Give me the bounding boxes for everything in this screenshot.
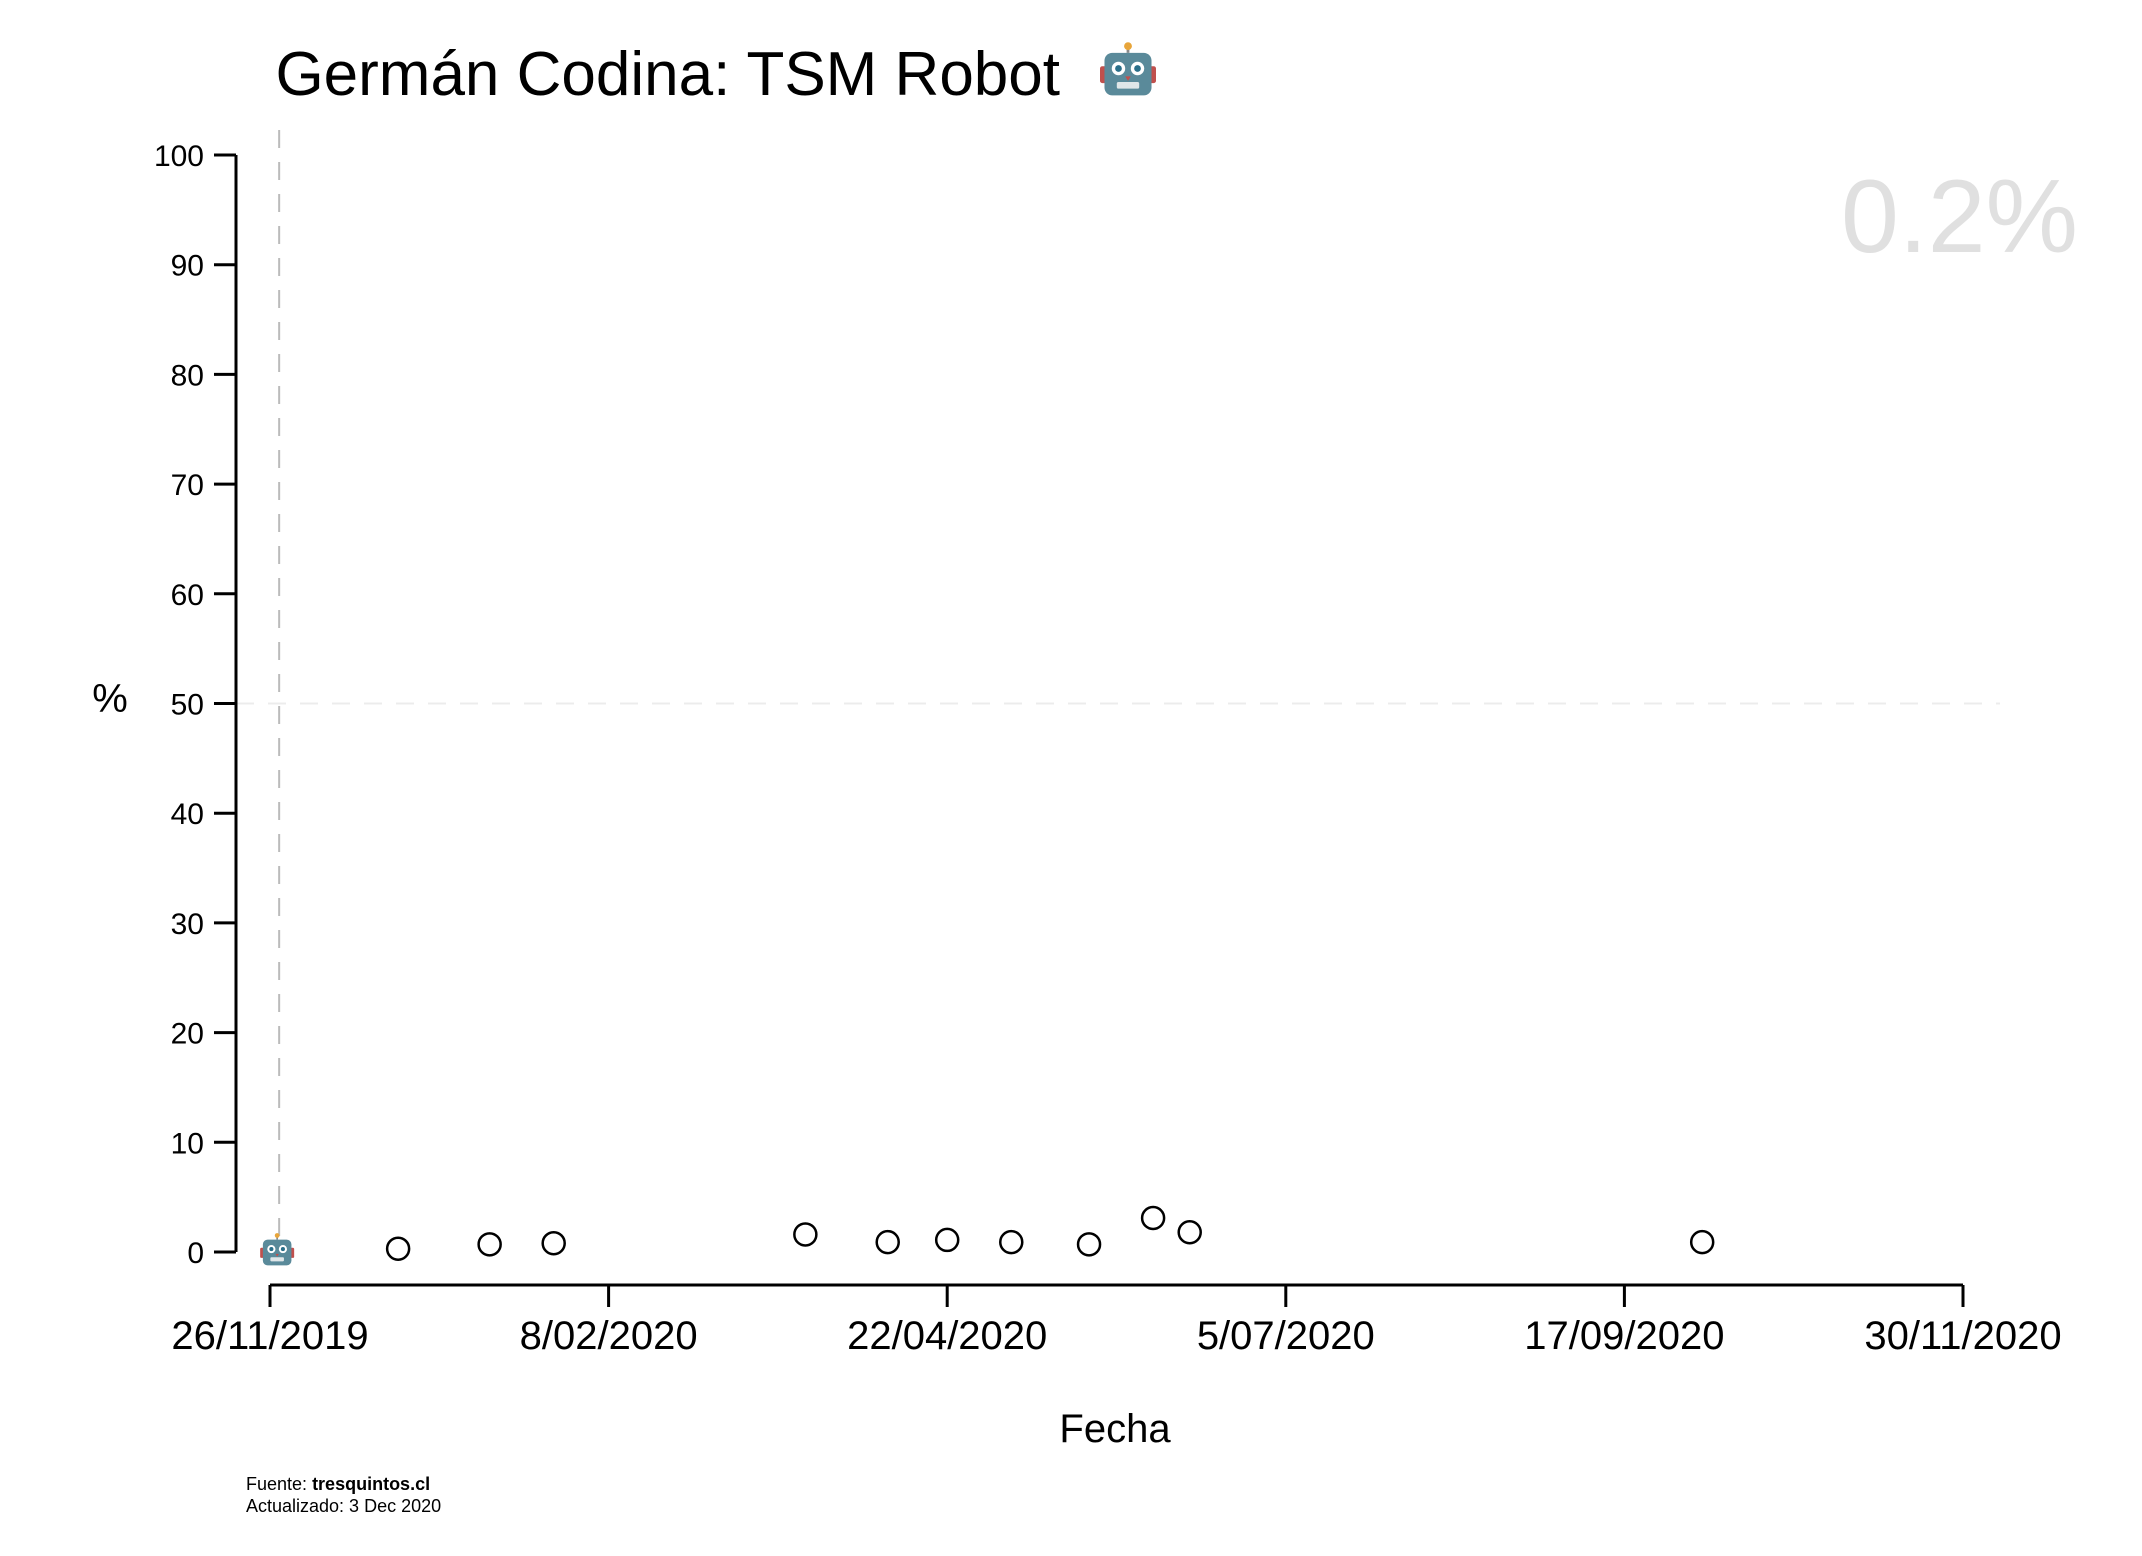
y-tick-label: 80 — [171, 359, 204, 392]
x-tick-label: 8/02/2020 — [520, 1314, 698, 1358]
data-point — [999, 1229, 1024, 1255]
data-point — [1177, 1220, 1202, 1245]
y-tick-label: 100 — [154, 140, 204, 173]
source-value: tresquintos.cl — [312, 1474, 431, 1494]
source-line: Fuente: tresquintos.cl — [246, 1473, 441, 1495]
data-point — [793, 1222, 818, 1247]
y-tick-label: 0 — [187, 1237, 204, 1270]
y-tick-label: 60 — [171, 579, 204, 612]
y-tick-label: 40 — [171, 798, 204, 831]
data-point — [385, 1236, 411, 1261]
x-tick-label: 30/11/2020 — [1864, 1314, 2061, 1358]
robot-icon — [1100, 42, 1156, 96]
data-point — [541, 1230, 566, 1256]
robot-icon — [260, 1233, 295, 1266]
data-point — [1076, 1232, 1102, 1257]
y-tick-label: 20 — [171, 1018, 204, 1051]
chart-title: Germán Codina: TSM Robot — [275, 40, 1060, 109]
y-tick-label: 30 — [171, 908, 204, 941]
footer: Fuente: tresquintos.cl Actualizado: 3 De… — [246, 1473, 441, 1517]
x-tick-label: 17/09/2020 — [1524, 1314, 1724, 1358]
data-point — [1140, 1205, 1166, 1231]
latest-value-label: 0.2% — [1841, 159, 2078, 275]
data-point — [875, 1229, 900, 1255]
plot-area: 0 10 20 30 40 50 60 70 80 90 100 26/11/2019 8/02/202… — [154, 130, 2062, 1358]
x-tick-label: 5/07/2020 — [1197, 1314, 1375, 1358]
data-point — [1689, 1229, 1715, 1255]
y-axis-label: % — [92, 677, 128, 721]
x-tick-label: 26/11/2019 — [171, 1314, 368, 1358]
robot-icon — [1100, 42, 1156, 96]
y-tick-label: 50 — [171, 689, 204, 722]
x-tick-label: 22/04/2020 — [847, 1314, 1047, 1358]
x-axis-label: Fecha — [1059, 1407, 1171, 1451]
updated-line: Actualizado: 3 Dec 2020 — [246, 1496, 442, 1516]
data-point — [477, 1232, 502, 1257]
source-label: Fuente: — [246, 1474, 308, 1494]
y-tick-label: 70 — [171, 469, 204, 502]
y-tick-label: 90 — [171, 250, 204, 283]
data-point — [934, 1227, 960, 1253]
y-tick-label: 10 — [171, 1127, 204, 1160]
